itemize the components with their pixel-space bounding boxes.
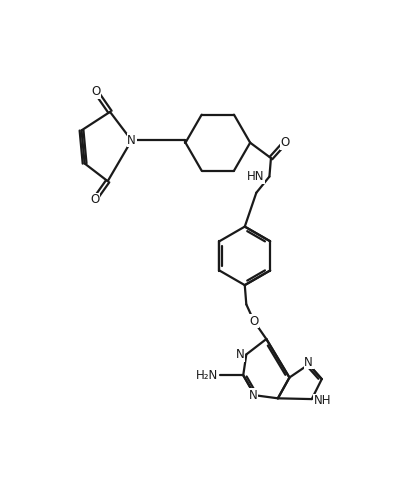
Text: N: N: [303, 356, 312, 369]
Text: N: N: [236, 348, 244, 361]
Text: HN: HN: [247, 170, 264, 183]
Text: O: O: [91, 85, 101, 98]
Text: H₂N: H₂N: [196, 369, 218, 382]
Text: N: N: [248, 389, 257, 402]
Text: O: O: [279, 136, 289, 149]
Text: NH: NH: [313, 394, 331, 407]
Text: O: O: [249, 315, 258, 328]
Text: O: O: [90, 193, 99, 206]
Text: N: N: [127, 134, 136, 147]
